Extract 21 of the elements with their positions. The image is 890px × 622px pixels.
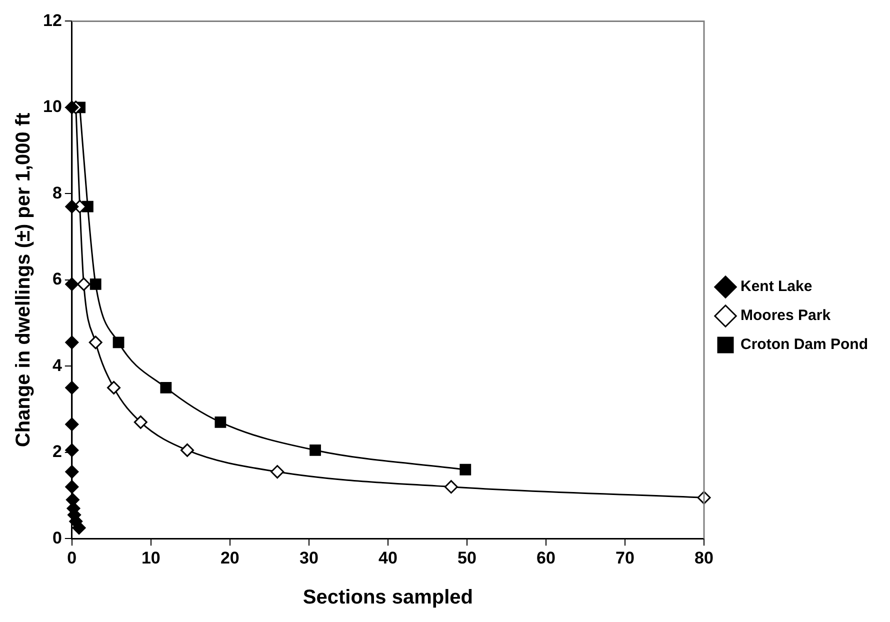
x-tick-label: 70 [616, 548, 634, 568]
y-tick-label: 2 [52, 442, 62, 462]
x-tick-label: 30 [299, 548, 318, 568]
x-tick-label: 20 [220, 548, 240, 568]
x-tick-label: 50 [458, 548, 476, 568]
legend-label: Kent Lake [740, 278, 812, 296]
x-tick-label: 60 [536, 548, 556, 568]
legend-label: Moores Park [740, 307, 832, 324]
x-tick-label: 40 [378, 548, 398, 568]
y-tick-label: 0 [52, 528, 62, 548]
x-tick-label: 10 [141, 548, 160, 568]
y-tick-label: 12 [42, 10, 62, 30]
y-tick-label: 8 [52, 183, 62, 202]
y-tick-label: 10 [42, 97, 62, 116]
x-tick-label: 80 [694, 548, 714, 568]
x-axis-title: Sections sampled [302, 586, 473, 609]
x-tick-label: 0 [67, 548, 77, 568]
y-axis-title: Change in dwellings (±) per 1,000 ft [12, 112, 35, 448]
legend-label: Croton Dam Pond [740, 336, 868, 354]
y-tick-label: 6 [52, 270, 62, 289]
y-tick-label: 4 [52, 356, 62, 375]
